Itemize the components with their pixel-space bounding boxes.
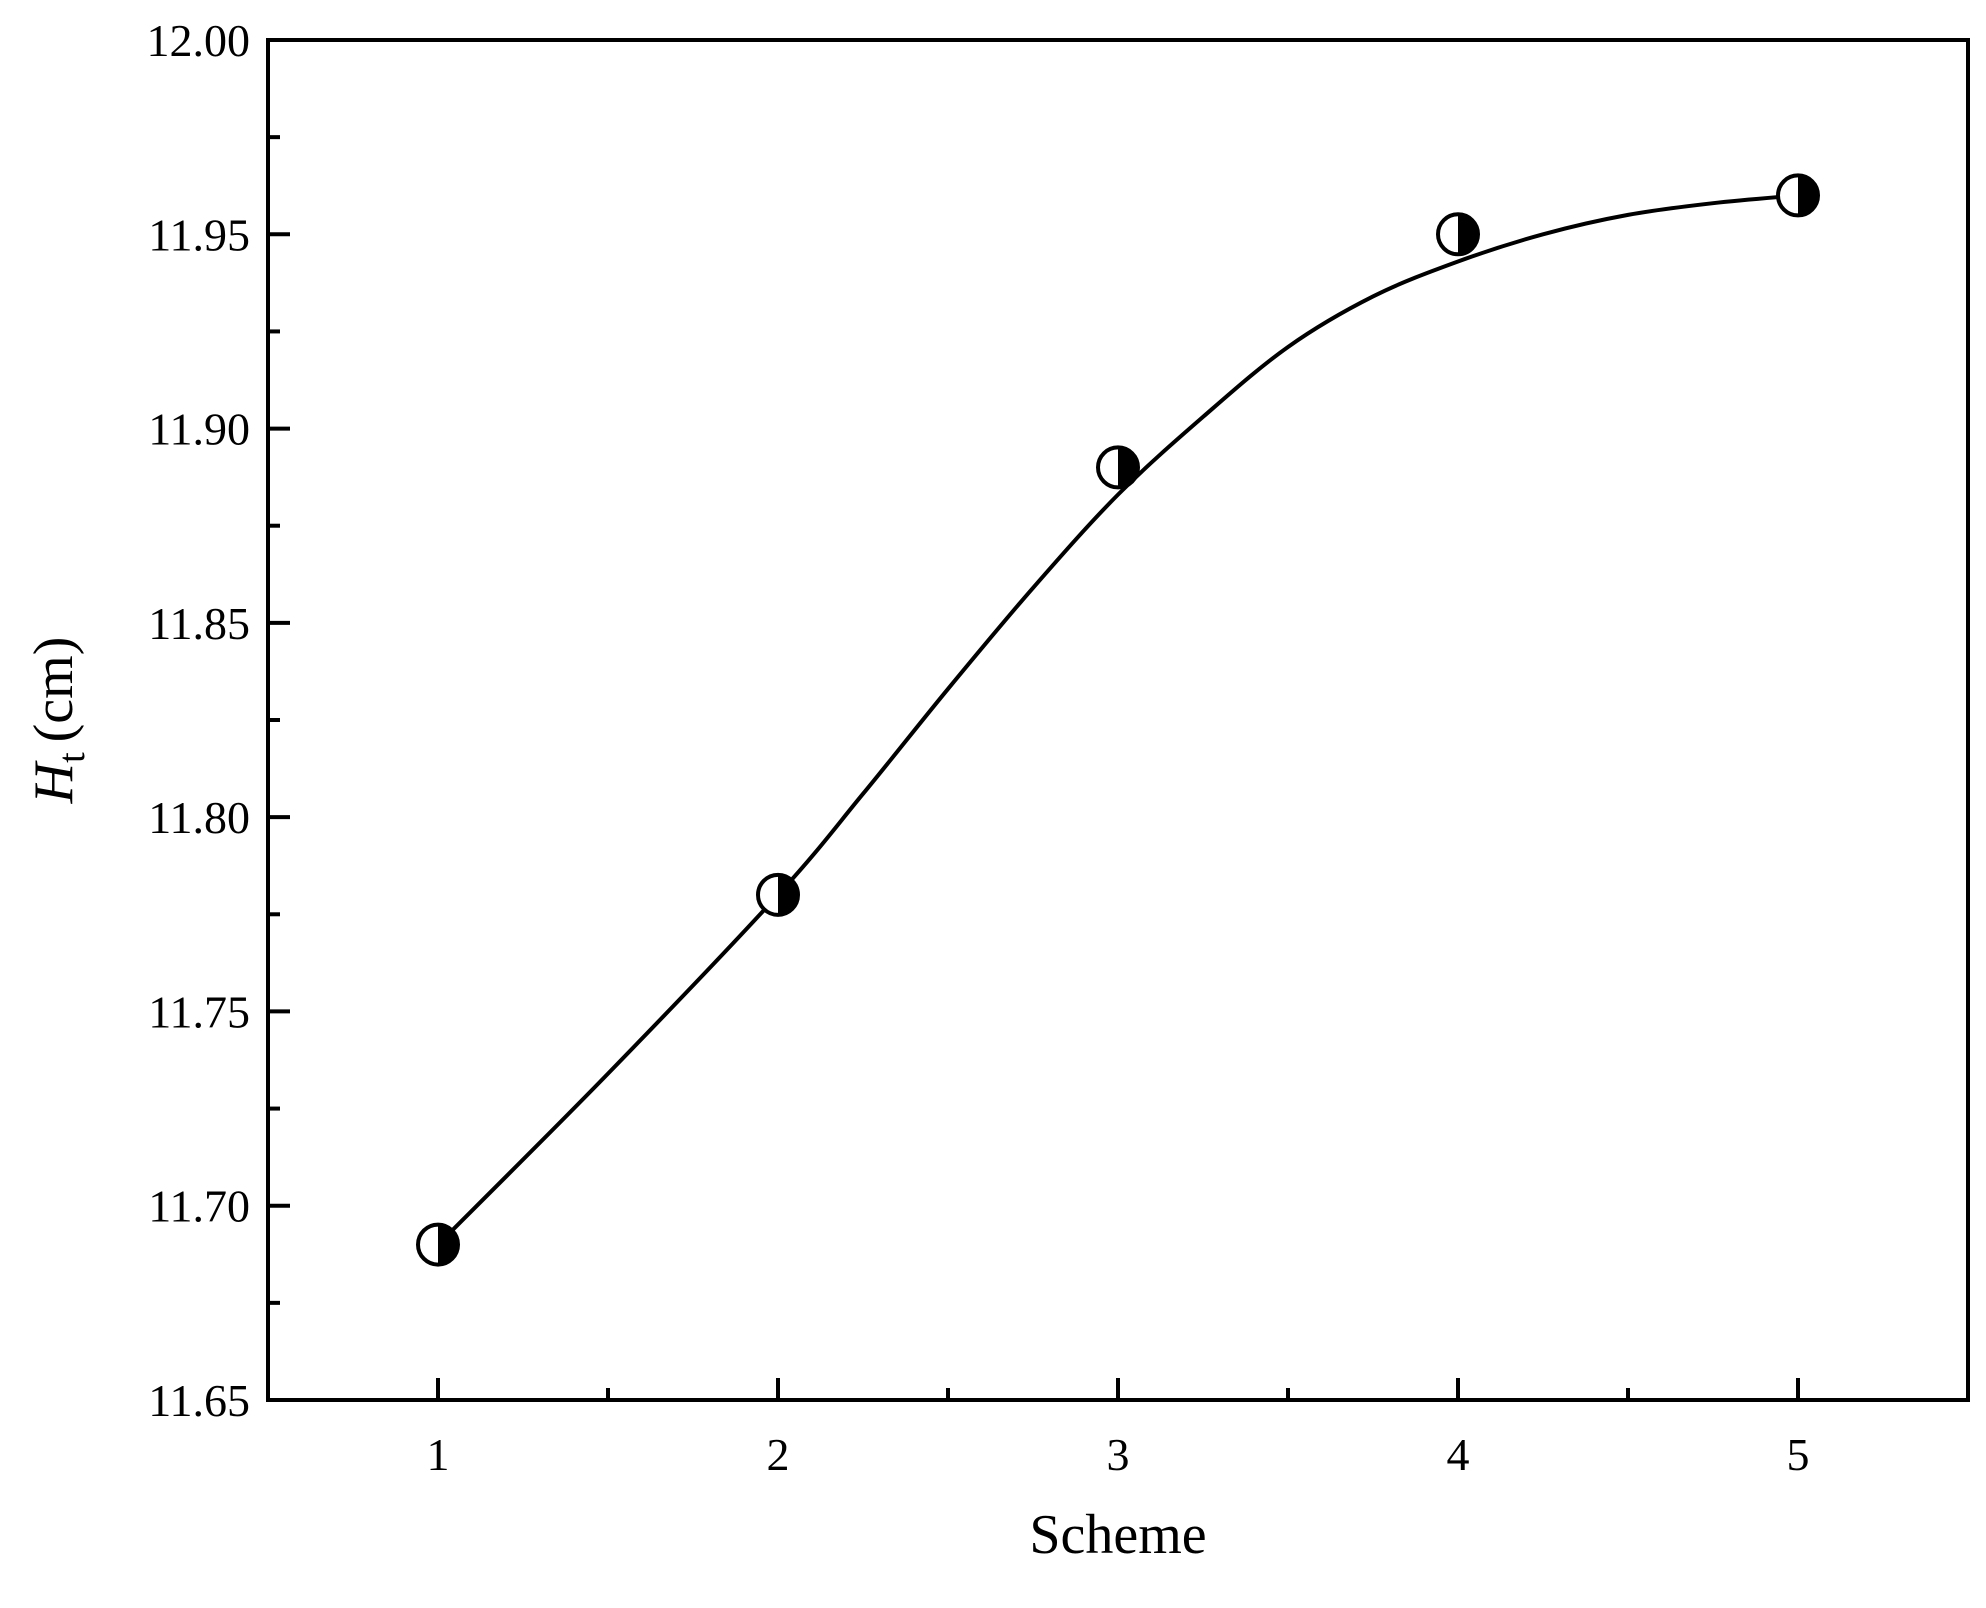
x-tick-label: 4 xyxy=(1447,1429,1470,1480)
data-point xyxy=(1096,445,1140,490)
data-points xyxy=(416,173,1820,1267)
x-tick-label: 1 xyxy=(427,1429,450,1480)
y-tick-label: 11.70 xyxy=(148,1181,250,1232)
data-point xyxy=(416,1222,460,1267)
y-tick-label: 11.65 xyxy=(148,1375,250,1426)
marker-filled-half xyxy=(438,1224,458,1265)
plot-frame xyxy=(266,38,1970,1402)
x-tick-label: 5 xyxy=(1787,1429,1810,1480)
y-tick-label: 11.95 xyxy=(148,209,250,260)
ticks xyxy=(268,38,1800,1402)
y-tick-label: 11.80 xyxy=(148,792,250,843)
marker-outline xyxy=(1776,173,1820,218)
y-axis-title-symbol: H xyxy=(23,760,85,804)
x-axis-title: Scheme xyxy=(1029,1504,1206,1566)
marker-filled-half xyxy=(1797,175,1818,216)
data-point xyxy=(1436,212,1480,257)
data-point xyxy=(756,872,800,917)
marker-outline xyxy=(1436,212,1480,257)
fit-curve xyxy=(436,193,1799,1246)
marker-filled-half xyxy=(778,874,798,915)
y-tick-label: 11.90 xyxy=(148,404,250,455)
marker-filled-half xyxy=(1458,214,1478,255)
marker-outline xyxy=(416,1222,460,1267)
x-tick-label: 2 xyxy=(767,1429,790,1480)
y-axis-title: Ht (cm) xyxy=(23,637,93,805)
y-tick-label: 11.85 xyxy=(148,598,250,649)
x-tick-label: 3 xyxy=(1107,1429,1130,1480)
y-tick-label: 11.75 xyxy=(148,986,250,1037)
data-point xyxy=(1776,173,1820,218)
marker-outline xyxy=(756,872,800,917)
y-axis-title-unit: (cm) xyxy=(23,637,85,743)
tick-labels: 1 2 3 4 5 11.65 11.70 11.75 11.80 11.85 11.90 11.95… xyxy=(147,15,1810,1480)
marker-outline xyxy=(1096,445,1140,490)
marker-filled-half xyxy=(1118,447,1138,488)
y-axis-title-subscript: t xyxy=(51,752,93,763)
y-tick-label: 12.00 xyxy=(147,15,251,66)
